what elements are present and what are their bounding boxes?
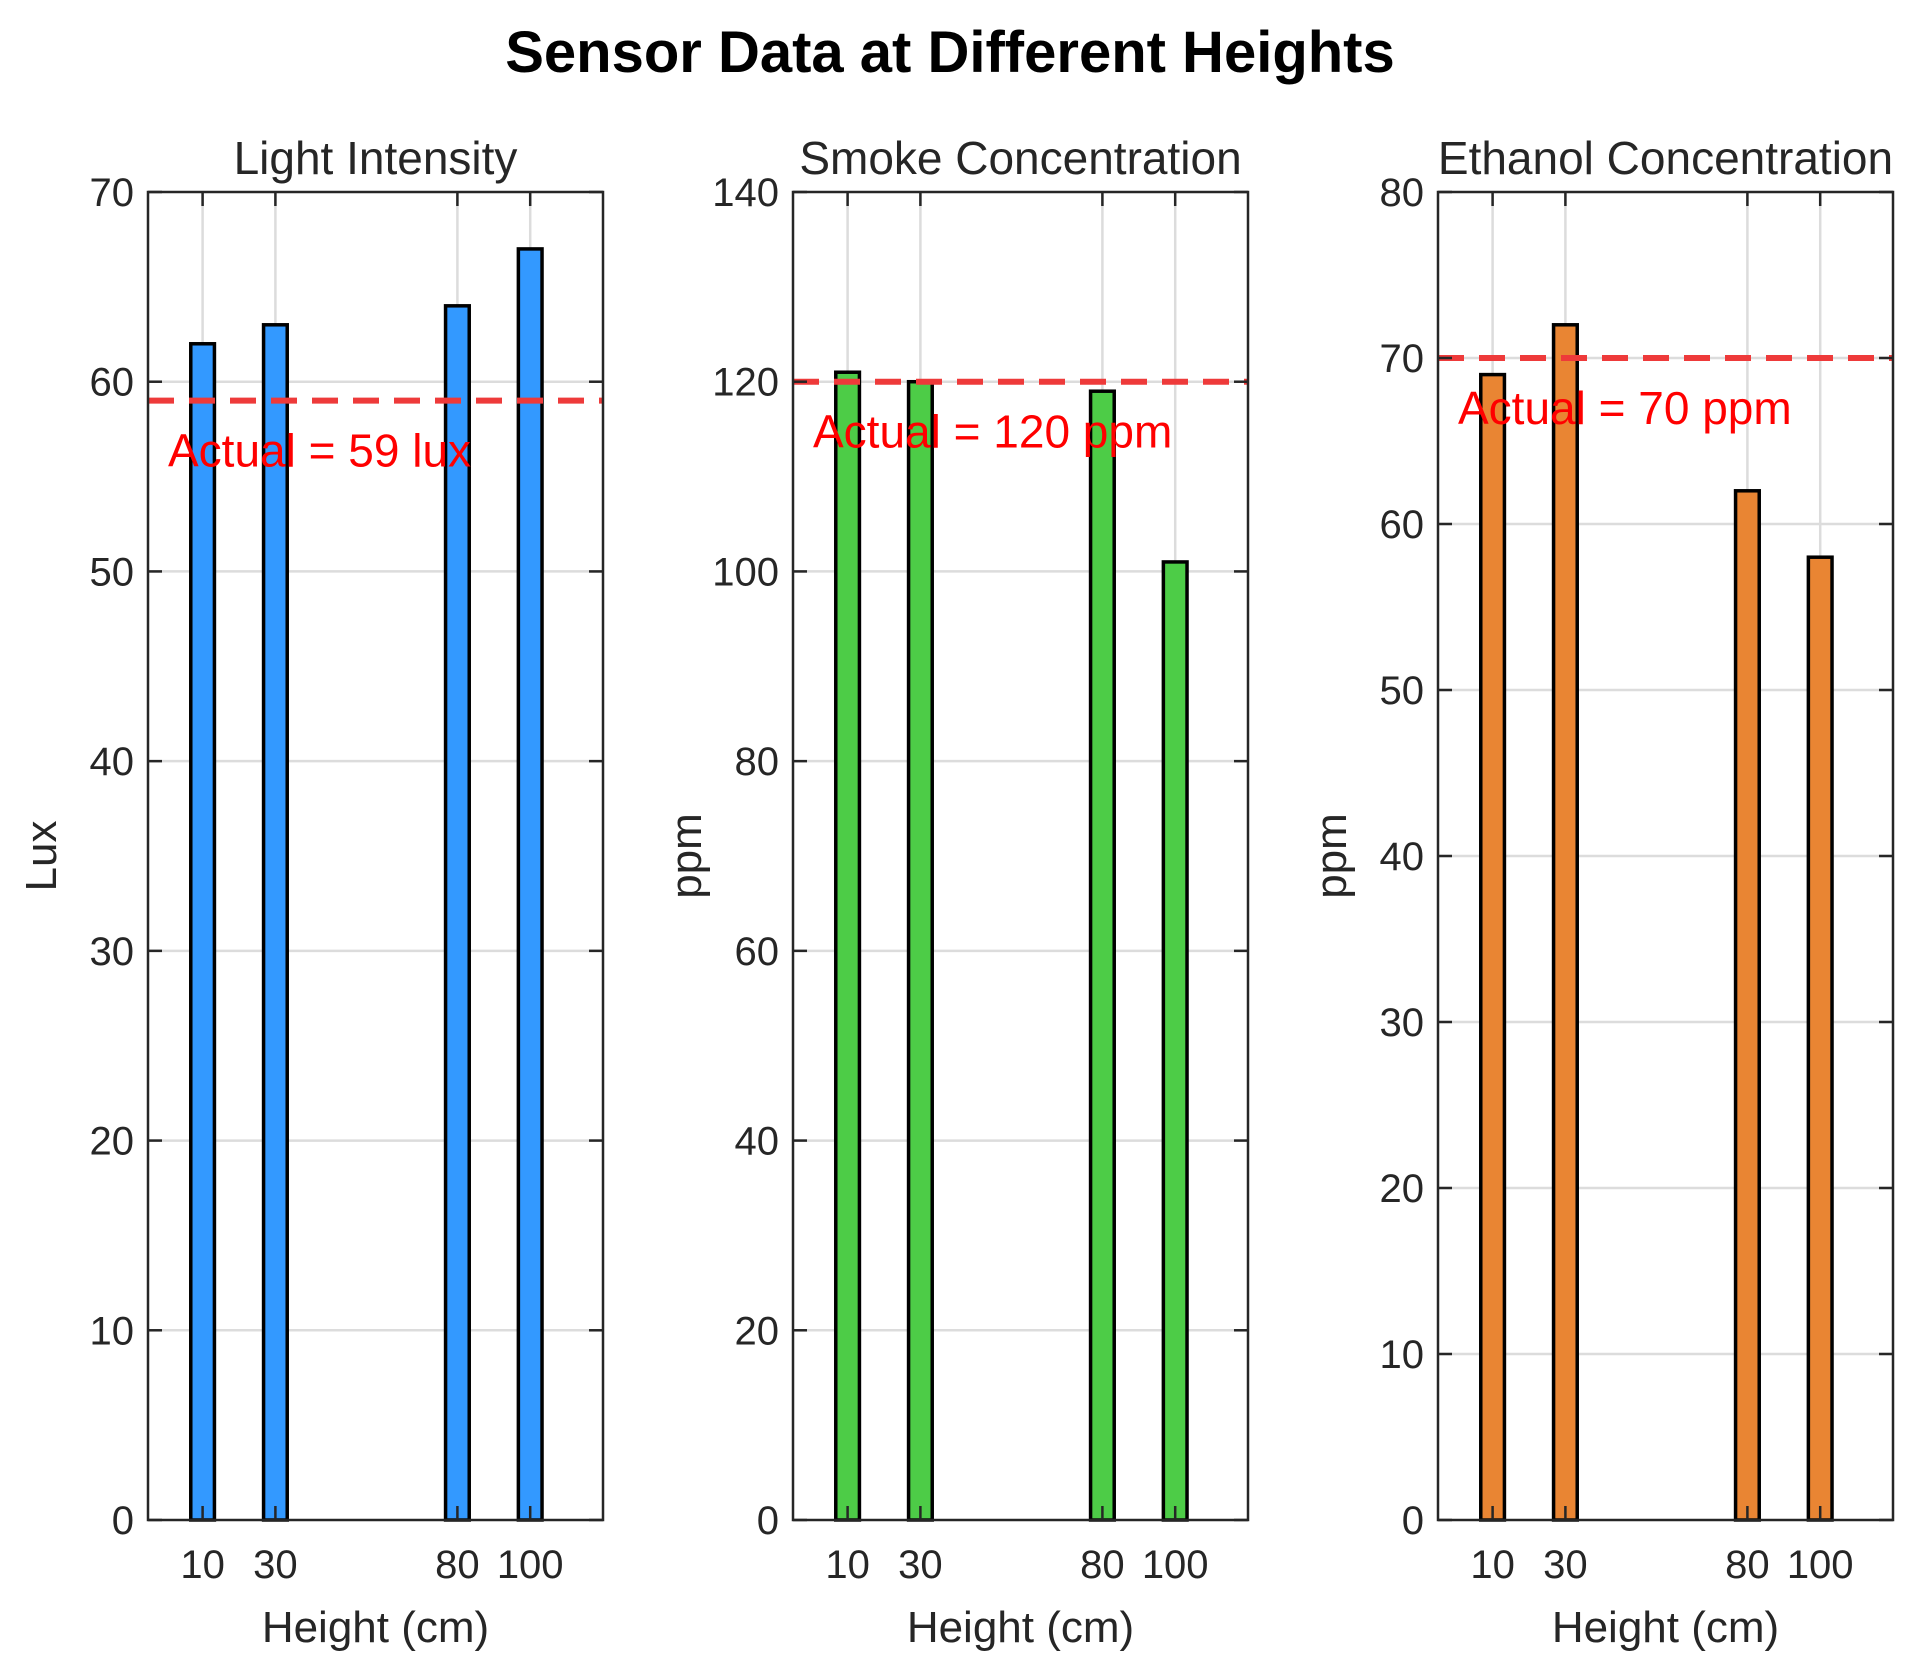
x-tick-label: 100 (1142, 1543, 1209, 1587)
bar-100 (1806, 555, 1834, 1522)
y-tick-label: 120 (712, 361, 779, 405)
y-tick-label: 70 (90, 171, 135, 215)
y-tick-label: 140 (712, 171, 779, 215)
bar-80 (1088, 389, 1116, 1522)
subplot-light: 0 10 20 30 40 50 60 70 10 30 80 100 Light Intensity H… (17, 132, 605, 1652)
y-tick-label: 50 (1380, 669, 1425, 713)
y-axis-label: Lux (17, 821, 66, 892)
bar-30 (1551, 323, 1579, 1522)
y-tick-label: 60 (735, 930, 780, 974)
y-tick-label: 40 (90, 740, 135, 784)
axes-box (791, 190, 1250, 1522)
bar-10 (1479, 372, 1507, 1522)
x-tick-label: 80 (1725, 1543, 1770, 1587)
y-tick-label: 0 (757, 1499, 779, 1543)
x-tick-label: 30 (253, 1543, 298, 1587)
figure-title: Sensor Data at Different Heights (505, 20, 1395, 85)
y-tick-label: 40 (735, 1120, 780, 1164)
y-tick-label: 20 (735, 1309, 780, 1353)
y-tick-label: 10 (1380, 1333, 1425, 1377)
y-tick-label: 50 (90, 550, 135, 594)
x-axis-label: Height (cm) (907, 1603, 1134, 1652)
y-tick-label: 20 (90, 1120, 135, 1164)
x-tick-label: 100 (497, 1543, 564, 1587)
subplot-title: Light Intensity (234, 132, 518, 184)
y-tick-label: 60 (1380, 503, 1425, 547)
x-tick-label: 80 (1080, 1543, 1125, 1587)
bar-10 (189, 342, 217, 1522)
y-tick-label: 30 (90, 930, 135, 974)
x-tick-label: 80 (435, 1543, 480, 1587)
subplot-ethanol: 0 10 20 30 40 50 60 70 80 10 30 80 100 Ethanol Concen… (1307, 132, 1895, 1652)
bar-30 (261, 323, 289, 1522)
axes-box (146, 190, 605, 1522)
y-tick-label: 30 (1380, 1001, 1425, 1045)
bar-30 (906, 379, 934, 1522)
x-axis-label: Height (cm) (262, 1603, 489, 1652)
subplot-title: Ethanol Concentration (1438, 132, 1893, 184)
subplot-smoke: 0 20 40 60 80 100 120 140 10 30 80 100 Smoke Concent… (662, 132, 1250, 1652)
y-axis-label: ppm (1307, 813, 1356, 899)
x-tick-label: 30 (1543, 1543, 1588, 1587)
y-axis-label: ppm (662, 813, 711, 899)
x-tick-label: 10 (825, 1543, 870, 1587)
bar-80 (443, 304, 471, 1522)
y-tick-label: 0 (1402, 1499, 1424, 1543)
y-tick-label: 80 (735, 740, 780, 784)
subplot-title: Smoke Concentration (799, 132, 1241, 184)
bar-80 (1733, 489, 1761, 1522)
y-tick-label: 80 (1380, 171, 1425, 215)
y-tick-label: 70 (1380, 337, 1425, 381)
x-tick-label: 100 (1787, 1543, 1854, 1587)
bar-100 (1161, 560, 1189, 1522)
x-tick-label: 30 (898, 1543, 943, 1587)
y-tick-label: 100 (712, 550, 779, 594)
x-axis-label: Height (cm) (1552, 1603, 1779, 1652)
reference-annotation: Actual = 70 ppm (1458, 382, 1792, 434)
bar-100 (516, 247, 544, 1522)
x-tick-label: 10 (180, 1543, 225, 1587)
y-tick-label: 10 (90, 1309, 135, 1353)
bar-10 (834, 370, 862, 1522)
y-tick-label: 40 (1380, 835, 1425, 879)
reference-annotation: Actual = 120 ppm (813, 406, 1172, 458)
reference-annotation: Actual = 59 lux (168, 425, 471, 477)
y-tick-label: 60 (90, 361, 135, 405)
y-tick-label: 0 (112, 1499, 134, 1543)
x-tick-label: 10 (1470, 1543, 1515, 1587)
y-tick-label: 20 (1380, 1167, 1425, 1211)
